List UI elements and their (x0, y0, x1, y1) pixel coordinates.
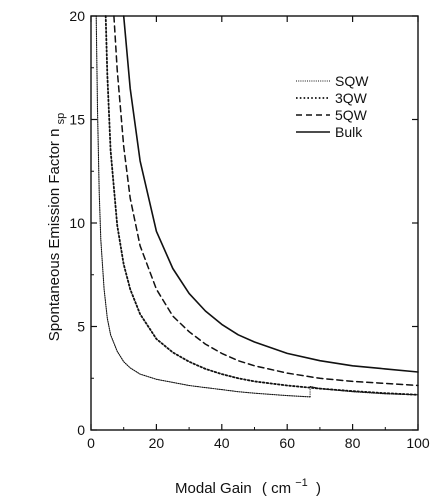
series-line-5qw (113, 15, 419, 387)
y-tick-label: 5 (77, 319, 85, 335)
legend-label: 5QW (335, 107, 368, 123)
y-axis-label-text: Spontaneous Emission Factor n (46, 129, 63, 342)
legend-label: Bulk (335, 124, 363, 140)
x-axis-label-exp: −1 (295, 477, 308, 489)
legend-label: SQW (335, 73, 369, 89)
y-tick-label: 20 (69, 8, 85, 24)
x-axis-label-close: ) (316, 480, 321, 497)
series-line-sqw-high (309, 385, 419, 396)
y-tick-label: 15 (69, 112, 85, 128)
x-tick-label: 100 (406, 435, 430, 451)
x-axis-label: Modal Gain ( cm −1 ) (175, 473, 321, 497)
legend-label: 3QW (335, 90, 368, 106)
y-tick-label: 10 (69, 215, 85, 231)
y-axis-label-sub: sp (55, 113, 67, 125)
series-line-bulk (122, 15, 419, 373)
x-axis-label-text: Modal Gain (175, 480, 252, 497)
series-lines (95, 15, 419, 398)
x-tick-label: 0 (87, 435, 95, 451)
x-tick-label: 40 (214, 435, 230, 451)
series-line-sqw (95, 15, 311, 398)
axis-ticks: 0 20 40 60 80 100 0 5 10 15 20 (69, 8, 429, 451)
y-tick-label: 0 (77, 422, 85, 438)
x-tick-label: 20 (149, 435, 165, 451)
x-axis-label-unit: ( cm (262, 480, 291, 497)
series-line-3qw (104, 15, 419, 396)
x-tick-label: 60 (279, 435, 295, 451)
y-axis-label: Spontaneous Emission Factor n sp (46, 113, 67, 341)
x-tick-label: 80 (345, 435, 361, 451)
